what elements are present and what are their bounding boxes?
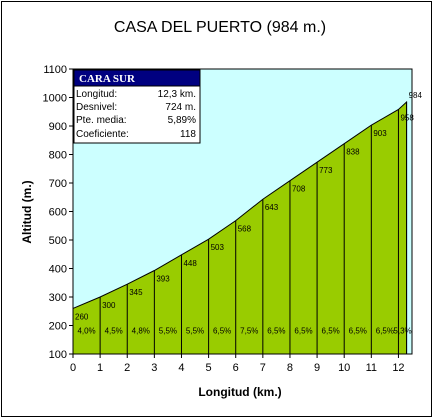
info-label-pendiente: Pte. media: <box>76 115 127 126</box>
info-box-header: CARA SUR <box>79 73 136 85</box>
y-tick-label: 300 <box>49 292 67 304</box>
gradient-percent-label: 5,3% <box>393 327 411 336</box>
gradient-percent-label: 6,5% <box>349 327 367 336</box>
gradient-percent-label: 5,5% <box>159 327 177 336</box>
altitude-point-label: 958 <box>400 113 414 122</box>
gradient-percent-label: 6,5% <box>294 327 312 336</box>
x-tick-label: 8 <box>287 362 293 374</box>
x-tick-label: 11 <box>366 362 377 374</box>
info-label-desnivel: Desnivel: <box>76 102 117 113</box>
chart-title: CASA DEL PUERTO (984 m.) <box>114 19 326 36</box>
x-tick-label: 2 <box>124 362 130 374</box>
gradient-percent-label: 6,5% <box>322 327 340 336</box>
info-label-coeficiente: Coeficiente: <box>76 129 129 140</box>
y-tick-label: 100 <box>49 349 67 361</box>
altitude-point-label: 393 <box>156 274 170 283</box>
info-value-longitud: 12,3 km. <box>158 89 196 100</box>
altitude-point-label: 773 <box>319 166 333 175</box>
altitude-point-label: 300 <box>102 301 116 310</box>
gradient-percent-label: 6,5% <box>213 327 231 336</box>
y-tick-label: 1100 <box>43 64 67 76</box>
climb-info-box: CARA SUR Longitud: 12,3 km. Desnivel: 72… <box>73 69 201 144</box>
x-tick-label: 4 <box>178 362 184 374</box>
altitude-point-label: 838 <box>346 148 360 157</box>
y-axis-title: Altitud (m.) <box>20 180 34 243</box>
info-box-header-background <box>73 69 201 87</box>
x-axis-title: Longitud (km.) <box>198 385 281 399</box>
y-tick-label: 1000 <box>43 93 67 105</box>
gradient-percent-label: 4,8% <box>132 327 150 336</box>
y-tick-label: 800 <box>49 150 67 162</box>
altitude-point-label: 503 <box>211 243 225 252</box>
y-tick-label: 200 <box>49 321 67 333</box>
altitude-point-label: 260 <box>75 312 89 321</box>
x-tick-label: 7 <box>260 362 266 374</box>
gradient-percent-label: 6,5% <box>267 327 285 336</box>
altitude-point-label: 448 <box>183 259 197 268</box>
altitude-point-label: 643 <box>265 203 279 212</box>
gradient-percent-label: 4,5% <box>105 327 123 336</box>
info-value-coeficiente: 118 <box>180 129 196 140</box>
gradient-percent-label: 4,0% <box>77 327 95 336</box>
info-value-desnivel: 724 m. <box>165 102 196 113</box>
info-value-pendiente: 5,89% <box>168 115 196 126</box>
altitude-point-label: 903 <box>373 129 387 138</box>
x-tick-label: 3 <box>151 362 157 374</box>
x-tick-label: 6 <box>233 362 239 374</box>
altitude-point-label: 708 <box>292 185 306 194</box>
terrain-profile <box>72 100 408 355</box>
x-tick-label: 0 <box>70 362 76 374</box>
gradient-percent-label: 7,5% <box>240 327 258 336</box>
x-tick-label: 10 <box>338 362 350 374</box>
x-tick-label: 5 <box>206 362 212 374</box>
altitude-point-label: 568 <box>238 225 252 234</box>
y-tick-label: 400 <box>49 264 67 276</box>
x-tick-label: 9 <box>314 362 320 374</box>
x-tick-label: 12 <box>392 362 404 374</box>
gradient-percent-label: 5,5% <box>186 327 204 336</box>
altitude-point-label: 345 <box>129 288 143 297</box>
y-tick-label: 900 <box>49 121 67 133</box>
x-tick-label: 1 <box>97 362 103 374</box>
y-tick-label: 700 <box>49 178 67 190</box>
gradient-percent-label: 6,5% <box>376 327 394 336</box>
y-tick-label: 600 <box>49 207 67 219</box>
altitude-point-label: 984 <box>409 91 423 100</box>
y-tick-label: 500 <box>49 235 67 247</box>
info-label-longitud: Longitud: <box>76 89 117 100</box>
